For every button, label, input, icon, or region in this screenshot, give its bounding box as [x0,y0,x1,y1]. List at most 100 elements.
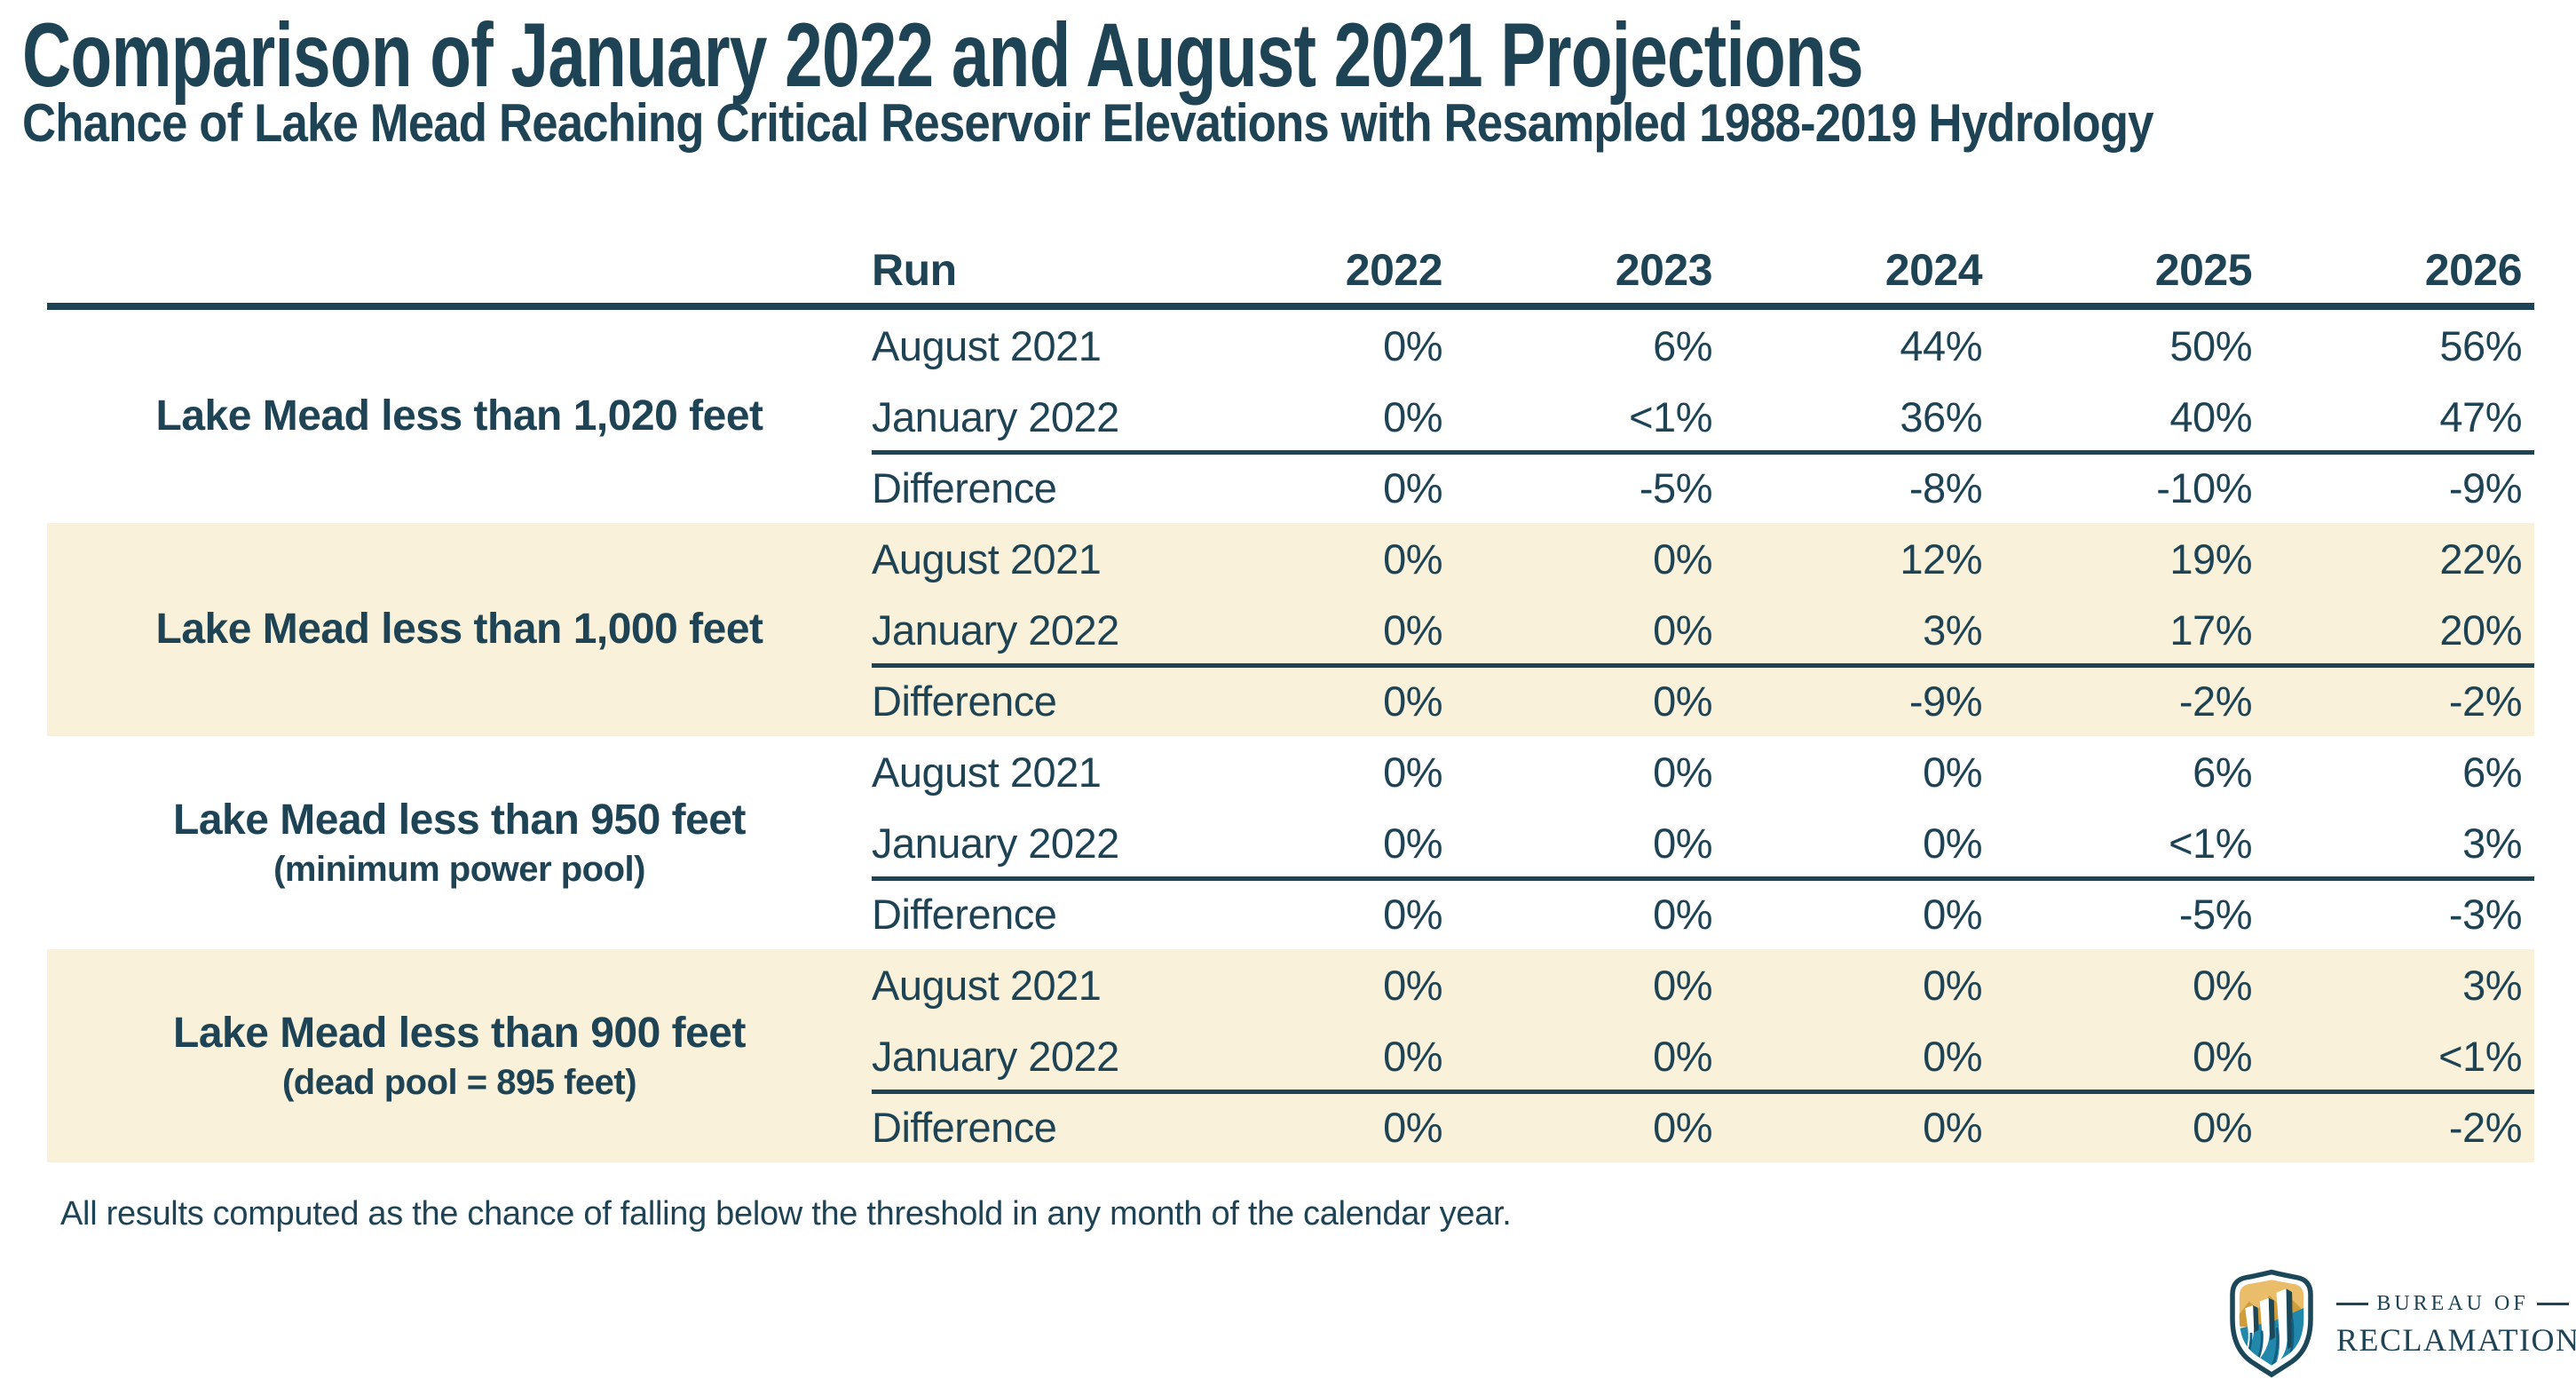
value-cell: 6% [2193,748,2252,796]
value-cell: 0% [2193,961,2252,1009]
run-cell: August 2021 [872,748,1102,796]
value-cell: 0% [2193,1103,2252,1151]
value-cell: 0% [1653,1103,1712,1151]
column-header-year-2025: 2025 [2154,244,2253,295]
group-sublabel-text: (minimum power pool) [273,850,645,889]
run-cell: Difference [872,464,1057,511]
run-cell: Difference [872,890,1057,938]
group-900-feet: Lake Mead less than 900 feet (dead pool … [47,949,2534,1162]
logo-reclamation: RECLAMATION [2336,1321,2576,1358]
reclamation-logo: BUREAU OF RECLAMATION [2223,1268,2576,1382]
value-cell: 3% [2462,961,2522,1009]
run-cell: Difference [872,677,1057,725]
run-cell: Difference [872,1103,1057,1151]
value-cell: <1% [2169,819,2252,867]
value-cell: 0% [1383,748,1442,796]
column-header-year-2022: 2022 [1345,244,1443,295]
value-cell: 0% [1923,961,1982,1009]
value-cell: 0% [1383,961,1442,1009]
value-cell: 0% [1653,606,1712,654]
value-cell: 0% [1653,535,1712,583]
difference-divider [872,450,2534,455]
group-label-text: Lake Mead less than 950 feet [173,797,746,844]
logo-dash [2536,1302,2569,1305]
footnote: All results computed as the chance of fa… [60,1195,1512,1232]
value-cell: 36% [1900,392,1982,440]
value-cell: 0% [1383,606,1442,654]
value-cell: 0% [1923,748,1982,796]
value-cell: -2% [2448,677,2523,725]
value-cell: 0% [1653,961,1712,1009]
value-cell: -2% [2178,677,2253,725]
difference-divider [872,1090,2534,1094]
page-title: Comparison of January 2022 and August 20… [22,4,1864,106]
run-cell: January 2022 [872,606,1119,654]
run-cell: January 2022 [872,1032,1119,1080]
value-cell: 0% [1383,392,1442,440]
value-cell: 0% [1923,1103,1982,1151]
value-cell: 0% [1383,1032,1442,1080]
value-cell: 6% [2462,748,2522,796]
value-cell: 3% [2462,819,2522,867]
value-cell: 17% [2169,606,2252,654]
value-cell: 0% [1383,535,1442,583]
value-cell: 0% [1383,321,1442,369]
value-cell: 47% [2439,392,2522,440]
run-cell: January 2022 [872,392,1119,440]
value-cell: 0% [1653,1032,1712,1080]
value-cell: 44% [1900,321,1982,369]
column-header-year-2026: 2026 [2424,244,2523,295]
value-cell: -3% [2448,890,2523,938]
run-cell: August 2021 [872,961,1102,1009]
group-label: Lake Mead less than 900 feet (dead pool … [47,949,872,1162]
group-950-feet: Lake Mead less than 950 feet (minimum po… [47,736,2534,949]
value-cell: 50% [2169,321,2252,369]
run-cell: January 2022 [872,819,1119,867]
value-cell: 0% [1383,890,1442,938]
difference-divider [872,876,2534,881]
page-subtitle: Chance of Lake Mead Reaching Critical Re… [22,93,2154,153]
reclamation-shield-icon [2230,1269,2313,1378]
value-cell: 0% [1383,819,1442,867]
group-label: Lake Mead less than 1,020 feet [47,310,872,523]
reclamation-logo-text: BUREAU OF RECLAMATION [2336,1292,2576,1359]
value-cell: -10% [2156,464,2252,511]
logo-bureau-of-line: BUREAU OF [2336,1292,2569,1316]
value-cell: <1% [2438,1032,2522,1080]
value-cell: 12% [1900,535,1982,583]
projection-table: Run 2022 2023 2024 2025 2026 Lake Mead l… [47,236,2534,1162]
group-label-text: Lake Mead less than 900 feet [173,1010,746,1057]
value-cell: <1% [1629,392,1712,440]
run-cell: August 2021 [872,321,1102,369]
value-cell: 6% [1653,321,1712,369]
value-cell: -9% [2448,464,2523,511]
value-cell: 40% [2169,392,2252,440]
table-header-row: Run 2022 2023 2024 2025 2026 [47,236,2534,303]
value-cell: -5% [1639,464,1713,511]
value-cell: 0% [1653,819,1712,867]
value-cell: 0% [1653,890,1712,938]
value-cell: 0% [1923,890,1982,938]
group-label: Lake Mead less than 1,000 feet [47,523,872,736]
group-sublabel-text: (dead pool = 895 feet) [281,1063,637,1102]
group-label-text: Lake Mead less than 1,000 feet [155,606,764,653]
value-cell: -5% [2178,890,2253,938]
group-label: Lake Mead less than 950 feet (minimum po… [47,736,872,949]
difference-divider [872,663,2534,668]
value-cell: 22% [2439,535,2522,583]
value-cell: 0% [1383,1103,1442,1151]
value-cell: 3% [1923,606,1982,654]
run-cell: August 2021 [872,535,1102,583]
value-cell: 0% [1653,748,1712,796]
column-header-year-2023: 2023 [1615,244,1713,295]
value-cell: 0% [1383,677,1442,725]
group-1000-feet: Lake Mead less than 1,000 feet August 20… [47,523,2534,736]
value-cell: -9% [1908,677,1983,725]
column-header-run: Run [872,244,957,295]
value-cell: 0% [1383,464,1442,511]
value-cell: -2% [2448,1103,2523,1151]
group-label-text: Lake Mead less than 1,020 feet [155,392,764,440]
value-cell: -8% [1908,464,1983,511]
value-cell: 56% [2439,321,2522,369]
